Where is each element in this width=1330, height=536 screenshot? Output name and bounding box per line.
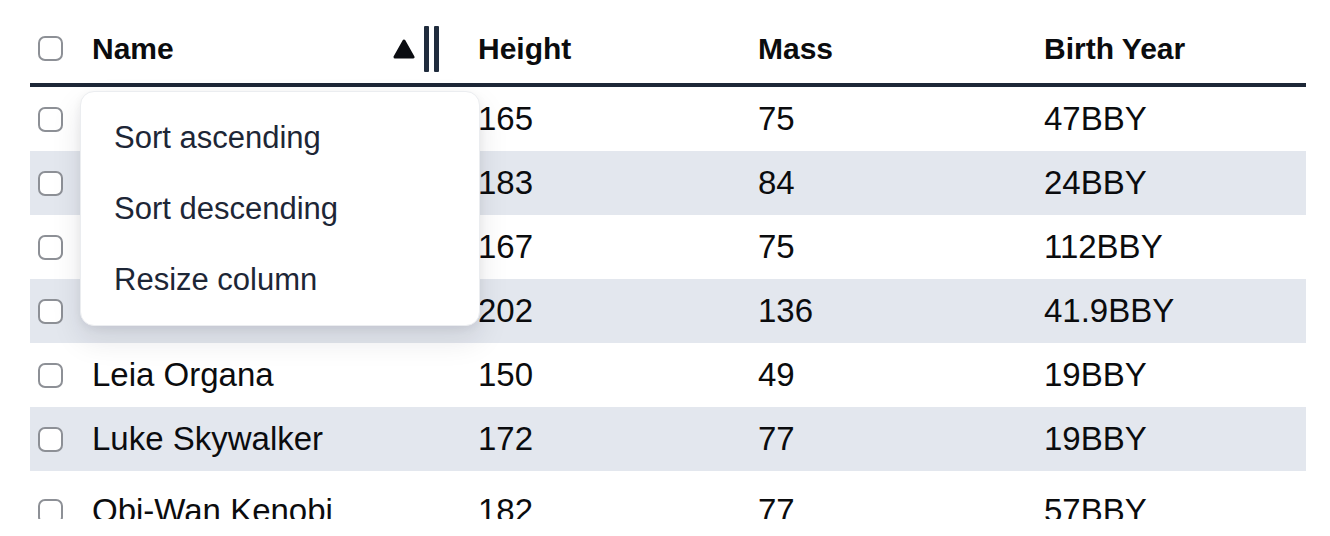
- column-header-mass[interactable]: Mass: [758, 32, 1044, 66]
- header-checkbox-cell: [30, 36, 92, 61]
- cell-height: 172: [478, 420, 758, 458]
- column-context-menu: Sort ascending Sort descending Resize co…: [80, 91, 480, 326]
- resize-bar-icon: [424, 26, 429, 72]
- cell-height: 202: [478, 292, 758, 330]
- cell-name: Luke Skywalker: [92, 420, 478, 458]
- cell-height: 165: [478, 100, 758, 138]
- table-row: Luke Skywalker 172 77 19BBY: [30, 407, 1306, 471]
- cell-height: 150: [478, 356, 758, 394]
- cell-birth-year: 19BBY: [1044, 356, 1306, 394]
- row-checkbox[interactable]: [38, 363, 63, 388]
- cell-mass: 75: [758, 228, 1044, 266]
- select-all-checkbox[interactable]: [38, 36, 63, 61]
- cell-height: 183: [478, 164, 758, 202]
- column-header-name-label: Name: [92, 32, 174, 66]
- cell-height: 182: [478, 492, 758, 519]
- cell-mass: 136: [758, 292, 1044, 330]
- cell-birth-year: 47BBY: [1044, 100, 1306, 138]
- resize-bar-icon: [434, 26, 439, 72]
- cell-mass: 75: [758, 100, 1044, 138]
- cell-name: Obi-Wan Kenobi: [92, 492, 478, 519]
- cell-birth-year: 24BBY: [1044, 164, 1306, 202]
- row-checkbox[interactable]: [38, 427, 63, 452]
- column-header-birth-year[interactable]: Birth Year: [1044, 32, 1306, 66]
- column-header-name[interactable]: Name: [92, 14, 478, 83]
- table-row: Obi-Wan Kenobi 182 77 57BBY: [30, 479, 1306, 519]
- row-checkbox[interactable]: [38, 107, 63, 132]
- cell-birth-year: 112BBY: [1044, 228, 1306, 266]
- menu-item-resize-column[interactable]: Resize column: [81, 244, 479, 315]
- cell-mass: 77: [758, 492, 1044, 519]
- column-resize-handle[interactable]: [424, 26, 439, 72]
- data-table-view: Name Height Mass Birth Year 165 75: [0, 0, 1330, 536]
- cell-birth-year: 57BBY: [1044, 492, 1306, 519]
- row-checkbox[interactable]: [38, 171, 63, 196]
- table-header-row: Name Height Mass Birth Year: [30, 0, 1306, 87]
- row-checkbox[interactable]: [38, 235, 63, 260]
- column-header-height[interactable]: Height: [478, 32, 758, 66]
- cell-mass: 84: [758, 164, 1044, 202]
- cell-birth-year: 41.9BBY: [1044, 292, 1306, 330]
- row-checkbox[interactable]: [38, 299, 63, 324]
- cell-name: Leia Organa: [92, 356, 478, 394]
- row-checkbox[interactable]: [38, 499, 63, 520]
- sort-ascending-icon: [393, 39, 415, 59]
- cell-mass: 77: [758, 420, 1044, 458]
- cell-height: 167: [478, 228, 758, 266]
- cell-mass: 49: [758, 356, 1044, 394]
- cell-birth-year: 19BBY: [1044, 420, 1306, 458]
- menu-item-sort-descending[interactable]: Sort descending: [81, 173, 479, 244]
- menu-item-sort-ascending[interactable]: Sort ascending: [81, 102, 479, 173]
- table-row: Leia Organa 150 49 19BBY: [30, 343, 1306, 407]
